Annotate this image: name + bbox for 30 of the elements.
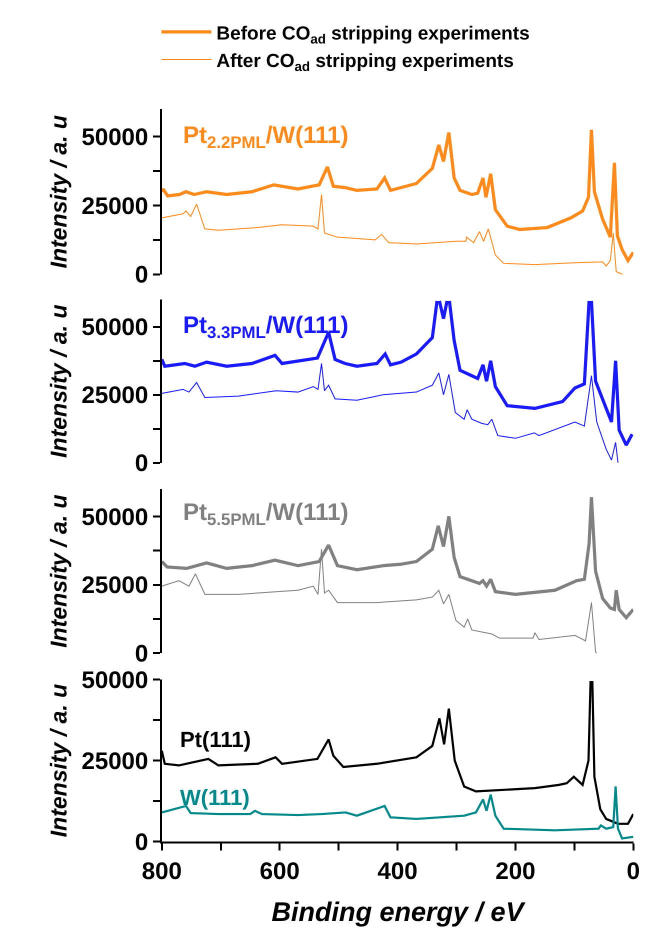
x-tick-label: 800 — [142, 858, 182, 886]
y-axis-title: Intensity / a. u — [45, 304, 72, 458]
y-tick-label: 25000 — [82, 382, 148, 410]
annotation: Pt$_{3.3PML}$/W(111) — [183, 312, 348, 342]
annotation: Pt$_{5.5PML}$/W(111) — [183, 499, 348, 530]
x-tick-label: 400 — [378, 858, 418, 886]
line-series — [162, 785, 634, 840]
y-axis-title: Intensity / a. u — [45, 494, 72, 648]
series-label: W(111) — [180, 785, 250, 810]
y-tick-label: 50000 — [82, 504, 148, 531]
y-axis-title: Intensity / a. u — [45, 684, 72, 838]
legend-label: Before CO$_{ad}$ stripping experiments — [216, 23, 530, 46]
y-tick-label: 25000 — [82, 748, 148, 775]
x-tick-label: 200 — [495, 858, 536, 886]
y-tick-label: 0 — [134, 640, 148, 668]
x-tick-label: 600 — [260, 858, 300, 886]
y-tick-label: 50000 — [82, 124, 148, 152]
y-tick-label: 50000 — [82, 314, 148, 342]
x-axis-title: Binding energy / eV — [272, 897, 526, 928]
y-tick-label: 0 — [134, 450, 148, 478]
y-tick-label: 25000 — [82, 572, 148, 600]
y-tick-label: 0 — [134, 829, 148, 856]
y-tick-label: 0 — [134, 262, 148, 289]
y-tick-label: 50000 — [82, 666, 148, 694]
y-tick-label: 25000 — [82, 192, 148, 220]
series-label: Pt(111) — [180, 727, 251, 752]
y-axis-title: Intensity / a. u — [45, 115, 72, 268]
annotation: Pt$_{2.2PML}$/W(111) — [183, 122, 348, 152]
x-tick-label: 0 — [626, 858, 640, 886]
legend-label: After CO$_{ad}$ stripping experiments — [216, 50, 514, 74]
